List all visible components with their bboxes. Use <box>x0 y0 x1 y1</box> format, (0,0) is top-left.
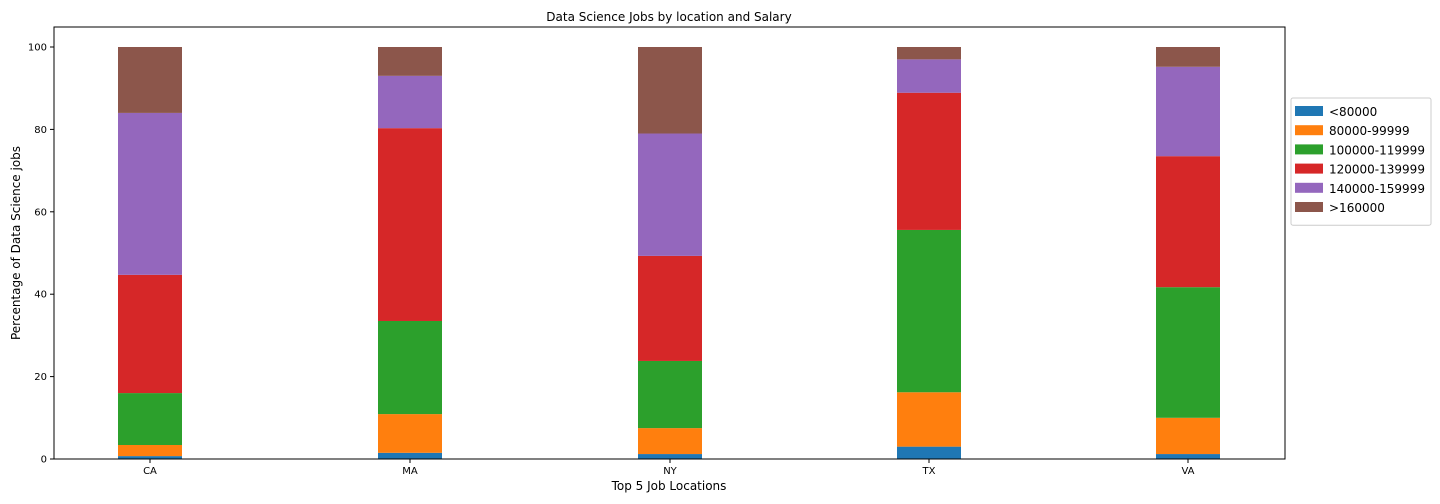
legend-swatch <box>1295 144 1323 155</box>
bar-va-series-3 <box>1156 156 1220 288</box>
bar-ca-series-3 <box>118 274 182 394</box>
bar-ma-series-1 <box>378 414 442 453</box>
bar-ny-series-4 <box>638 133 702 256</box>
x-tick-label: TX <box>922 466 936 477</box>
bar-va-series-1 <box>1156 417 1220 455</box>
bar-ca-series-5 <box>118 47 182 113</box>
legend-swatch <box>1295 106 1323 116</box>
legend-label: 140000-159999 <box>1329 182 1425 196</box>
bar-va-series-5 <box>1156 47 1220 67</box>
x-tick-label: VA <box>1181 466 1194 477</box>
x-axis-label: Top 5 Job Locations <box>611 479 727 493</box>
x-tick-label: NY <box>663 466 677 477</box>
bar-va-series-4 <box>1156 66 1220 157</box>
bar-va-series-0 <box>1156 454 1220 459</box>
x-axis: CA MA NY TX VA <box>143 459 1195 477</box>
bars-group <box>118 47 1220 459</box>
y-tick-label: 0 <box>41 455 47 466</box>
bar-tx-series-3 <box>897 92 961 230</box>
legend-swatch <box>1295 202 1323 212</box>
y-tick-label: 20 <box>34 372 47 383</box>
bar-tx-series-2 <box>897 229 961 393</box>
bar-ma-series-4 <box>378 75 442 129</box>
y-axis: 0 20 40 60 80 100 <box>28 43 54 466</box>
chart-title: Data Science Jobs by location and Salary <box>546 10 791 24</box>
legend-label: 120000-139999 <box>1329 163 1425 177</box>
bar-ny-series-0 <box>638 454 702 459</box>
legend-swatch <box>1295 182 1323 193</box>
legend-label: 80000-99999 <box>1329 124 1410 138</box>
bar-tx-series-0 <box>897 446 961 459</box>
bar-ny-series-3 <box>638 255 702 361</box>
y-tick-label: 40 <box>34 290 47 301</box>
x-tick-label: CA <box>143 466 157 477</box>
bar-ca-series-1 <box>118 444 182 457</box>
y-axis-label: Percentage of Data Science jobs <box>9 146 23 340</box>
bar-tx-series-1 <box>897 392 961 447</box>
y-tick-label: 100 <box>28 43 47 54</box>
y-tick-label: 60 <box>34 207 47 218</box>
legend-label: 100000-119999 <box>1329 143 1425 157</box>
bar-ma-series-3 <box>378 128 442 321</box>
bar-ma-series-0 <box>378 452 442 459</box>
bar-ca-series-2 <box>118 393 182 445</box>
bar-tx-series-4 <box>897 59 961 93</box>
legend-box <box>1290 97 1432 226</box>
y-tick-label: 80 <box>34 125 47 136</box>
bar-tx-series-5 <box>897 47 961 60</box>
legend-swatch <box>1295 125 1323 136</box>
bar-va-series-2 <box>1156 287 1220 418</box>
legend-label: <80000 <box>1329 105 1377 119</box>
bar-ny-series-5 <box>638 47 702 134</box>
bar-ca-series-0 <box>118 456 182 459</box>
bar-ca-series-4 <box>118 112 182 275</box>
bar-ny-series-2 <box>638 360 702 429</box>
bar-ma-series-2 <box>378 320 442 415</box>
legend: <80000 80000-99999 100000-119999 120000-139… <box>1290 97 1432 226</box>
legend-swatch <box>1295 163 1323 174</box>
legend-label: >160000 <box>1329 201 1385 215</box>
bar-ny-series-1 <box>638 428 702 455</box>
bar-ma-series-5 <box>378 47 442 76</box>
x-tick-label: MA <box>402 466 418 477</box>
